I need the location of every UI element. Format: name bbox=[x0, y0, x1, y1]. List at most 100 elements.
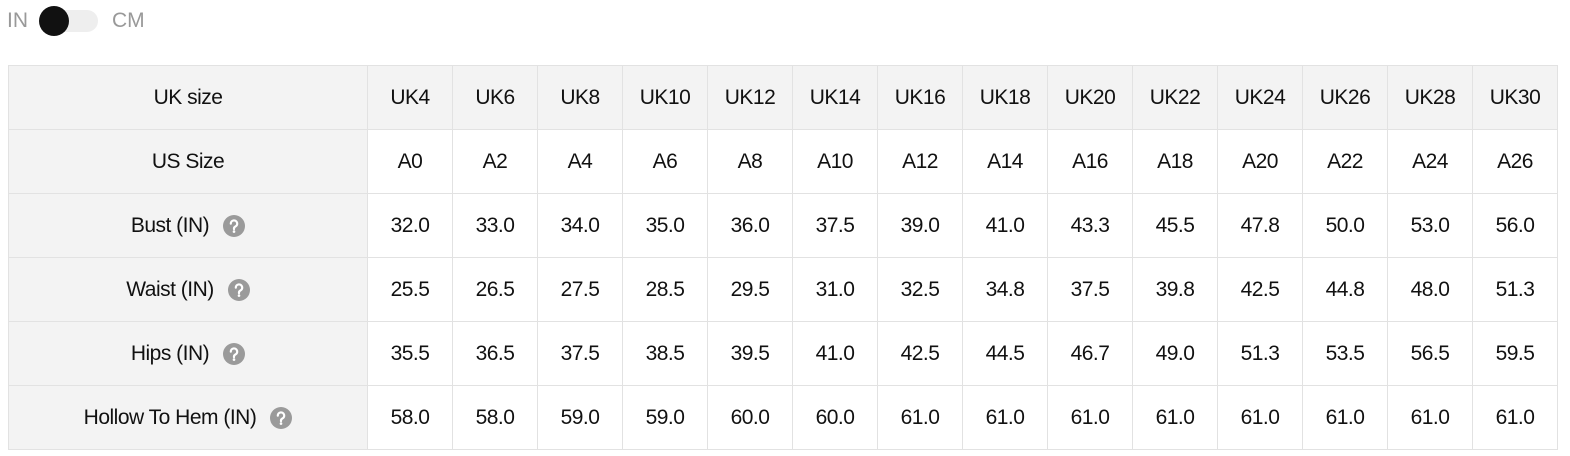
cell-text: 34.0 bbox=[560, 213, 600, 237]
cell-text: 51.3 bbox=[1495, 277, 1535, 301]
table-cell: UK4 bbox=[367, 65, 453, 130]
toggle-switch[interactable] bbox=[39, 6, 98, 36]
cell-text: 50.0 bbox=[1325, 213, 1365, 237]
table-cell: A18 bbox=[1132, 129, 1218, 194]
table-row: Waist (IN) 25.5 26.5 27.5 28.5 29.5 31.0 32.5 34… bbox=[8, 257, 1558, 322]
cell-text: 42.5 bbox=[900, 341, 940, 365]
row-label-cell: US Size bbox=[8, 129, 368, 194]
table-cell: 61.0 bbox=[1472, 385, 1558, 450]
table-cell: 59.5 bbox=[1472, 321, 1558, 386]
row-label: UK size bbox=[153, 85, 223, 109]
table-cell: 59.0 bbox=[537, 385, 623, 450]
table-cell: A20 bbox=[1217, 129, 1303, 194]
cell-text: 27.5 bbox=[560, 277, 600, 301]
help-icon[interactable] bbox=[223, 342, 246, 365]
cell-text: A18 bbox=[1157, 149, 1193, 173]
cell-text: 35.5 bbox=[390, 341, 430, 365]
table-cell: A8 bbox=[707, 129, 793, 194]
cell-text: 37.5 bbox=[1070, 277, 1110, 301]
table-cell: 61.0 bbox=[1217, 385, 1303, 450]
table-cell: 49.0 bbox=[1132, 321, 1218, 386]
table-cell: 37.5 bbox=[792, 193, 878, 258]
cell-text: 61.0 bbox=[985, 405, 1025, 429]
table-row: US Size A0 A2 A4 A6 A8 A10 A12 A14 A16 A18 A20 A22 A2… bbox=[8, 129, 1558, 194]
table-cell: 56.0 bbox=[1472, 193, 1558, 258]
help-icon[interactable] bbox=[227, 278, 250, 301]
table-cell: UK20 bbox=[1047, 65, 1133, 130]
table-cell: 51.3 bbox=[1472, 257, 1558, 322]
table-cell: A6 bbox=[622, 129, 708, 194]
cell-text: 44.8 bbox=[1325, 277, 1365, 301]
table-cell: 27.5 bbox=[537, 257, 623, 322]
cell-text: A2 bbox=[482, 149, 508, 173]
cell-text: UK26 bbox=[1319, 85, 1371, 109]
cell-text: 58.0 bbox=[475, 405, 515, 429]
cell-text: 35.0 bbox=[645, 213, 685, 237]
table-cell: A26 bbox=[1472, 129, 1558, 194]
cell-text: 32.5 bbox=[900, 277, 940, 301]
table-cell: A0 bbox=[367, 129, 453, 194]
cell-text: 43.3 bbox=[1070, 213, 1110, 237]
cell-text: 47.8 bbox=[1240, 213, 1280, 237]
table-cell: 31.0 bbox=[792, 257, 878, 322]
cell-text: A0 bbox=[397, 149, 423, 173]
cell-text: UK20 bbox=[1064, 85, 1116, 109]
table-cell: UK22 bbox=[1132, 65, 1218, 130]
cell-text: 39.8 bbox=[1155, 277, 1195, 301]
table-cell: 44.8 bbox=[1302, 257, 1388, 322]
row-label-cell: Bust (IN) bbox=[8, 193, 368, 258]
cell-text: UK4 bbox=[390, 85, 430, 109]
cell-text: 25.5 bbox=[390, 277, 430, 301]
table-cell: 61.0 bbox=[1387, 385, 1473, 450]
unit-cm[interactable]: CM bbox=[112, 9, 145, 32]
row-label-cell: UK size bbox=[8, 65, 368, 130]
table-cell: 32.0 bbox=[367, 193, 453, 258]
table-cell: 59.0 bbox=[622, 385, 708, 450]
table-cell: 28.5 bbox=[622, 257, 708, 322]
cell-text: 33.0 bbox=[475, 213, 515, 237]
table-cell: 47.8 bbox=[1217, 193, 1303, 258]
table-cell: 61.0 bbox=[1132, 385, 1218, 450]
cell-text: 26.5 bbox=[475, 277, 515, 301]
cell-text: 41.0 bbox=[815, 341, 855, 365]
cell-text: 29.5 bbox=[730, 277, 770, 301]
cell-text: 60.0 bbox=[815, 405, 855, 429]
cell-text: 28.5 bbox=[645, 277, 685, 301]
cell-text: A8 bbox=[737, 149, 763, 173]
cell-text: A6 bbox=[652, 149, 678, 173]
table-cell: A14 bbox=[962, 129, 1048, 194]
cell-text: 53.0 bbox=[1410, 213, 1450, 237]
cell-text: 58.0 bbox=[390, 405, 430, 429]
table-cell: UK12 bbox=[707, 65, 793, 130]
table-cell: UK18 bbox=[962, 65, 1048, 130]
table-cell: 41.0 bbox=[792, 321, 878, 386]
cell-text: A4 bbox=[567, 149, 593, 173]
table-cell: A24 bbox=[1387, 129, 1473, 194]
cell-text: 36.0 bbox=[730, 213, 770, 237]
row-label-cell: Hips (IN) bbox=[8, 321, 368, 386]
table-cell: A16 bbox=[1047, 129, 1133, 194]
cell-text: 59.0 bbox=[560, 405, 600, 429]
cell-text: A20 bbox=[1242, 149, 1278, 173]
help-icon[interactable] bbox=[270, 406, 293, 429]
cell-text: A10 bbox=[817, 149, 853, 173]
cell-text: 31.0 bbox=[815, 277, 855, 301]
cell-text: 48.0 bbox=[1410, 277, 1450, 301]
table-cell: 48.0 bbox=[1387, 257, 1473, 322]
cell-text: UK10 bbox=[639, 85, 691, 109]
row-label-cell: Waist (IN) bbox=[8, 257, 368, 322]
cell-text: 36.5 bbox=[475, 341, 515, 365]
unit-in[interactable]: IN bbox=[7, 9, 28, 32]
help-icon[interactable] bbox=[223, 214, 246, 237]
size-table: UK size UK4 UK6 UK8 UK10 UK12 UK14 UK16 UK18 UK20… bbox=[8, 65, 1558, 450]
table-cell: 41.0 bbox=[962, 193, 1048, 258]
table-cell: 53.0 bbox=[1387, 193, 1473, 258]
table-cell: UK8 bbox=[537, 65, 623, 130]
table-cell: A2 bbox=[452, 129, 538, 194]
table-cell: 42.5 bbox=[1217, 257, 1303, 322]
table-row: Bust (IN) 32.0 33.0 34.0 35.0 36.0 37.5 39.0 41.… bbox=[8, 193, 1558, 258]
table-cell: 60.0 bbox=[707, 385, 793, 450]
cell-text: 49.0 bbox=[1155, 341, 1195, 365]
cell-text: 53.5 bbox=[1325, 341, 1365, 365]
table-cell: 46.7 bbox=[1047, 321, 1133, 386]
